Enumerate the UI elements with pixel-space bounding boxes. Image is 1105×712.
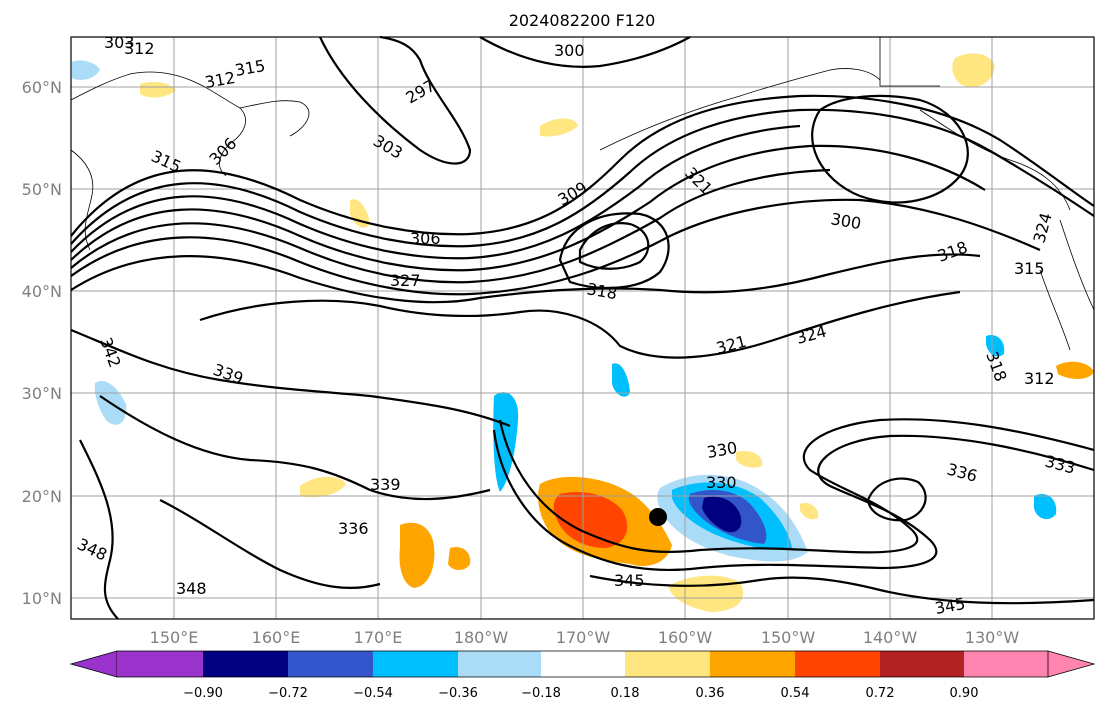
colorbar-extend-max <box>1047 650 1096 678</box>
lon-label: 160°E <box>252 628 301 647</box>
contour-label: 339 <box>370 475 401 494</box>
colorbar-extend-min <box>69 650 118 678</box>
contour-line <box>70 124 801 260</box>
colorbar-tick-label: 0.54 <box>781 686 810 701</box>
lon-label: 160°W <box>658 628 713 647</box>
contour-label: 315 <box>1014 259 1045 278</box>
lat-label: 60°N <box>22 78 62 97</box>
graticule <box>71 37 1094 619</box>
colorbar-segment <box>710 651 795 677</box>
colorbar-segment <box>458 651 541 677</box>
colorbar-segment <box>541 651 625 677</box>
colorbar-tick-label: −0.90 <box>183 686 223 701</box>
contour-label: 345 <box>614 571 645 590</box>
lon-label: 150°E <box>150 628 199 647</box>
contour-line <box>558 212 670 290</box>
colorbar-segment <box>373 651 458 677</box>
contour-line <box>811 94 969 204</box>
contour-line <box>866 477 927 522</box>
contour-line <box>70 168 831 284</box>
storm-center-marker <box>649 508 667 526</box>
lon-label: 180°W <box>454 628 509 647</box>
contour-label: 303 <box>104 33 135 52</box>
lat-label: 50°N <box>22 180 62 199</box>
longitude-labels: 150°E 160°E 170°E 180°W 170°W 160°W 150°… <box>150 628 1020 647</box>
colorbar-tick-label: −0.36 <box>438 686 478 701</box>
coastlines <box>70 37 1095 351</box>
contour-label: 312 <box>124 39 155 58</box>
lon-label: 170°E <box>354 628 403 647</box>
contour-line <box>70 198 1041 296</box>
colorbar-segment <box>964 651 1048 677</box>
lat-label: 40°N <box>22 282 62 301</box>
colorbar-tick-label: −0.54 <box>353 686 393 701</box>
colorbar-segment <box>795 651 880 677</box>
colorbar-segment <box>625 651 710 677</box>
lon-label: 140°W <box>863 628 918 647</box>
colorbar-segment <box>880 651 964 677</box>
lat-label: 20°N <box>22 487 62 506</box>
lon-label: 130°W <box>965 628 1020 647</box>
contour-line <box>159 499 381 589</box>
contour-label: 336 <box>338 519 369 538</box>
contour-label: 330 <box>706 473 737 492</box>
contour-label: 327 <box>390 271 421 290</box>
colorbar-tick-label: 0.72 <box>866 686 895 701</box>
lat-label: 10°N <box>22 589 62 608</box>
contour-line <box>70 328 511 428</box>
colorbar-tick-label: 0.36 <box>696 686 725 701</box>
colorbar-segment <box>117 651 203 677</box>
contour-line <box>70 108 1095 248</box>
map-panel: 303 312 315 312 297 300 303 306 309 315 … <box>70 33 1095 620</box>
contour-line <box>79 439 119 620</box>
colorbar-tick-label: 0.18 <box>611 686 640 701</box>
lat-label: 30°N <box>22 384 62 403</box>
contour-line <box>70 144 986 272</box>
lon-label: 150°W <box>761 628 816 647</box>
colorbar-tick-label: −0.18 <box>521 686 561 701</box>
colorbar-tick-label: −0.72 <box>268 686 308 701</box>
map-title: 2024082200 F120 <box>509 11 656 30</box>
colorbar-segment <box>203 651 288 677</box>
contour-label: 312 <box>1024 369 1055 388</box>
contour-label: 300 <box>554 41 585 60</box>
latitude-labels: 10°N 20°N 30°N 40°N 50°N 60°N <box>22 78 62 608</box>
contour-line <box>498 418 1095 554</box>
contour-line <box>578 222 650 270</box>
contour-line <box>70 253 981 304</box>
height-contours <box>70 35 1095 620</box>
colorbar: −0.90 −0.72 −0.54 −0.36 −0.18 0.18 0.36 … <box>69 650 1096 701</box>
contour-label: 348 <box>176 579 207 598</box>
contour-label: 306 <box>410 229 441 248</box>
lon-label: 170°W <box>556 628 611 647</box>
contour-line <box>492 429 1095 572</box>
colorbar-tick-label: 0.90 <box>950 686 979 701</box>
contour-line <box>99 395 491 501</box>
negative-anomaly-core <box>702 496 742 533</box>
contour-line <box>589 574 1095 605</box>
positive-anomaly-core <box>553 491 628 548</box>
map-frame <box>70 36 1095 620</box>
contour-line <box>319 35 472 165</box>
contour-line <box>479 36 691 68</box>
contour-line <box>70 94 1095 237</box>
colorbar-segment <box>288 651 373 677</box>
contour-line <box>199 290 961 359</box>
contour-label-group: 303 312 315 312 297 300 303 306 309 315 … <box>74 33 1077 618</box>
